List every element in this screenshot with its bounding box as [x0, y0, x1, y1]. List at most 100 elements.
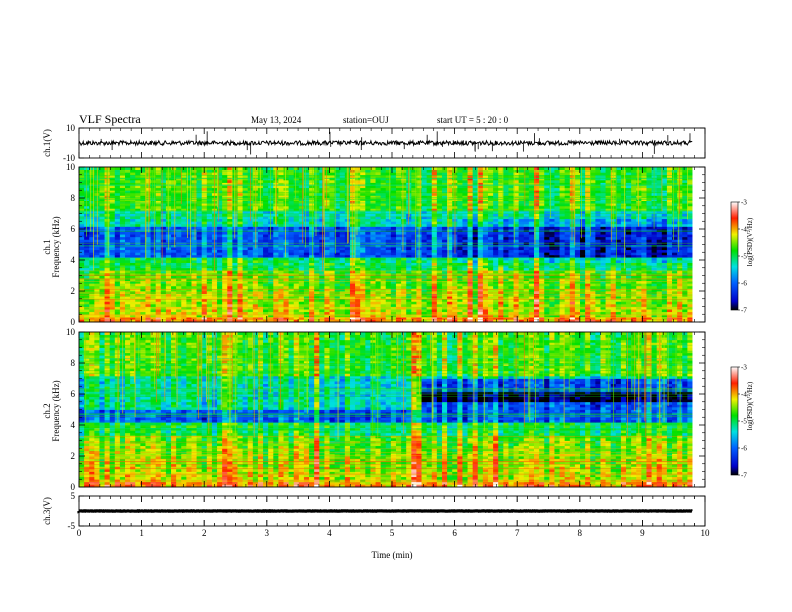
spectrogram-cell: [656, 285, 663, 289]
spectrogram-cell: [201, 280, 208, 284]
spectrogram-cell: [114, 314, 121, 318]
spectrogram-cell: [452, 257, 458, 261]
spectrogram-cell: [79, 257, 85, 261]
spectrogram-cell: [191, 285, 197, 289]
spectrogram-cell: [493, 239, 499, 243]
spectrogram-cell: [135, 298, 141, 302]
spectrogram-cell: [523, 223, 530, 227]
spectrogram-cell: [191, 291, 197, 294]
spectrogram-cell: [421, 296, 428, 300]
spectrogram-cell: [165, 262, 172, 266]
spectrogram-cell: [636, 275, 642, 279]
spectrogram-cell: [84, 247, 90, 251]
spectrogram-cell: [472, 252, 479, 256]
spectrogram-cell: [467, 309, 474, 313]
spectrogram-cell: [395, 280, 402, 284]
spectrogram-cell: [79, 231, 85, 235]
spectrogram-cell: [191, 257, 197, 261]
spectrogram-cell: [360, 267, 366, 271]
spectrogram-cell: [355, 226, 361, 230]
spectrogram-cell: [196, 231, 203, 235]
spectrogram-cell: [268, 298, 274, 302]
spectrogram-cell: [620, 267, 627, 271]
spectrogram-cell: [79, 278, 85, 282]
spectrogram-cell: [646, 283, 652, 287]
spectrogram-cell: [426, 218, 433, 222]
spectrogram-cell: [544, 319, 550, 323]
spectrogram-cell: [426, 229, 433, 232]
spectrogram-cell: [656, 247, 663, 251]
spectrogram-cell: [467, 260, 474, 263]
spectrogram-cell: [666, 262, 673, 266]
spectrogram-cell: [160, 247, 167, 251]
spectrogram-cell: [155, 231, 162, 235]
spectrogram-cell: [646, 226, 652, 230]
spectrogram-cell: [150, 236, 157, 240]
spectrogram-cell: [401, 254, 407, 258]
spectrogram-cell: [574, 301, 581, 305]
spectrogram-cell: [186, 252, 192, 256]
spectrogram-cell: [559, 314, 566, 318]
spectrogram-cell: [472, 234, 479, 238]
spectrogram-cell: [288, 229, 295, 232]
spectrogram-cell: [605, 223, 612, 227]
spectrogram-cell: [252, 316, 259, 320]
spectrogram-cell: [339, 270, 346, 274]
spectrogram-cell: [416, 291, 422, 294]
spectrogram-cell: [595, 278, 601, 282]
spectrogram-cell: [94, 298, 100, 302]
spectrogram-cell: [324, 260, 330, 263]
spectrogram-cell: [155, 216, 162, 220]
spectrogram-cell: [268, 226, 274, 230]
spectrogram-cell: [395, 262, 402, 266]
spectrogram-cell: [406, 301, 412, 305]
spectrogram-cell: [196, 278, 203, 282]
spectrogram-cell: [94, 291, 100, 294]
spectrogram-cell: [513, 236, 520, 240]
spectrogram-cell: [605, 301, 612, 305]
spectrogram-cell: [626, 285, 632, 289]
spectrogram-cell: [140, 254, 146, 258]
spectrogram-cell: [421, 257, 428, 261]
spectrogram-cell: [574, 229, 581, 232]
spectrogram-cell: [114, 319, 121, 323]
spectrogram-cell: [631, 254, 637, 258]
spectrogram-cell: [641, 319, 647, 323]
spectrogram-cell: [600, 239, 606, 243]
spectrogram-cell: [303, 236, 310, 240]
spectrogram-cell: [355, 254, 361, 258]
spectrogram-cell: [171, 303, 177, 307]
spectrogram-cell: [416, 309, 422, 313]
spectrogram-cell: [150, 229, 157, 232]
spectrogram-cell: [564, 249, 571, 253]
spectrogram-cell: [631, 316, 637, 320]
spectrogram-cell: [89, 316, 95, 320]
spectrogram-cell: [370, 278, 376, 282]
spectrogram-cell: [682, 265, 688, 269]
spectrogram-cell: [222, 216, 228, 220]
spectrogram-cell: [135, 309, 141, 313]
spectrogram-cell: [390, 301, 397, 305]
spectrogram-cell: [303, 221, 310, 225]
spectrogram-cell: [309, 254, 315, 258]
spectrogram-cell: [247, 254, 254, 258]
spectrogram-cell: [283, 283, 289, 287]
spectrogram-cell: [191, 303, 197, 307]
spectrogram-cell: [360, 252, 366, 256]
spectrogram-cell: [165, 249, 172, 253]
spectrogram-cell: [677, 234, 683, 238]
spectrogram-cell: [406, 236, 412, 240]
spectrogram-cell: [564, 298, 571, 302]
spectrogram-cell: [411, 265, 417, 269]
spectrogram-cell: [309, 229, 315, 232]
spectrogram-cell: [293, 229, 300, 232]
spectrogram-cell: [145, 265, 151, 269]
spectrogram-cell: [160, 283, 167, 287]
spectrogram-cell: [472, 221, 479, 225]
spectrogram-cell: [370, 296, 376, 300]
spectrogram-cell: [656, 291, 663, 294]
spectrogram-cell: [462, 221, 468, 225]
spectrogram-cell: [288, 265, 295, 269]
spectrogram-cell: [114, 234, 121, 238]
spectrogram-cell: [580, 218, 586, 222]
